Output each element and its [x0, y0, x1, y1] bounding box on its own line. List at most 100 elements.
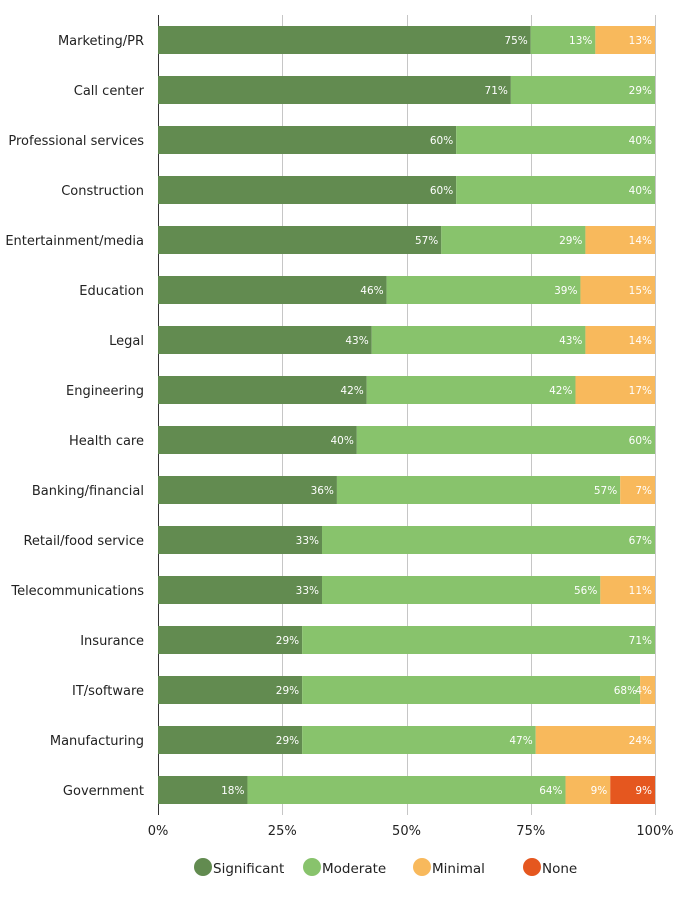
bar-segment-moderate — [441, 226, 586, 254]
data-label: 39% — [554, 285, 577, 297]
data-label: 71% — [629, 635, 652, 647]
legend-swatch-icon — [303, 858, 321, 876]
data-label: 36% — [311, 485, 334, 497]
data-label: 29% — [559, 235, 582, 247]
category-label: Marketing/PR — [58, 34, 144, 49]
bar-segment-minimal — [600, 576, 655, 604]
legend-label: None — [542, 861, 577, 877]
bar-segment-moderate — [302, 676, 641, 704]
bar-segment-significant — [158, 426, 357, 454]
data-label: 57% — [594, 485, 617, 497]
data-label: 9% — [591, 785, 608, 797]
legend-swatch-icon — [413, 858, 431, 876]
bar-row-banking-financial: 36% 57% 7% — [158, 476, 655, 504]
category-label: Manufacturing — [50, 734, 144, 749]
bar-segment-significant — [158, 776, 248, 804]
data-label: 43% — [559, 335, 582, 347]
data-label: 17% — [629, 385, 652, 397]
bar-segment-significant — [158, 176, 457, 204]
bar-segment-moderate — [366, 376, 576, 404]
data-label: 11% — [629, 585, 652, 597]
bar-segment-minimal — [565, 776, 611, 804]
bar-row-engineering: 42% 42% 17% — [158, 376, 655, 404]
bar-row-it-software: 29% 68%4% — [158, 676, 655, 704]
bar-segment-moderate — [247, 776, 566, 804]
bar-segment-significant — [158, 376, 367, 404]
bar-segment-minimal — [580, 276, 655, 304]
x-tick-label: 100% — [636, 824, 673, 839]
bar-row-manufacturing: 29% 47% 24% — [158, 726, 655, 754]
data-label: 42% — [549, 385, 572, 397]
bar-segment-moderate — [336, 476, 621, 504]
data-label: 29% — [629, 85, 652, 97]
bar-segment-significant — [158, 726, 303, 754]
bar-row-education: 46% 39% 15% — [158, 276, 655, 304]
data-label: 43% — [345, 335, 368, 347]
category-label: Engineering — [66, 384, 144, 399]
data-label: 15% — [629, 285, 652, 297]
data-label: 40% — [330, 435, 353, 447]
legend-label: Significant — [213, 861, 284, 877]
bar-segment-significant — [158, 326, 372, 354]
category-label: Government — [63, 784, 144, 799]
data-label: 40% — [629, 185, 652, 197]
legend-item-minimal: Minimal — [413, 858, 485, 877]
bar-segment-minimal — [640, 676, 655, 704]
category-label: Entertainment/media — [5, 234, 144, 249]
bar-segment-moderate — [386, 276, 581, 304]
legend-swatch-icon — [194, 858, 212, 876]
data-label: 4% — [635, 685, 652, 697]
data-label: 40% — [629, 135, 652, 147]
data-label: 29% — [276, 685, 299, 697]
data-label: 60% — [430, 135, 453, 147]
data-label: 14% — [629, 335, 652, 347]
data-label: 14% — [629, 235, 652, 247]
bar-segment-moderate — [302, 626, 655, 654]
x-tick-label: 75% — [516, 824, 545, 839]
data-label: 67% — [629, 535, 652, 547]
data-label: 18% — [221, 785, 244, 797]
data-label: 13% — [629, 35, 652, 47]
x-axis-ticks: 0% 25% 50% 75% 100% — [148, 824, 674, 839]
bar-row-health-care: 40% 60% — [158, 426, 655, 454]
legend-label: Minimal — [432, 861, 485, 877]
bar-segment-minimal — [595, 26, 655, 54]
bar-segment-moderate — [510, 76, 655, 104]
bar-segment-significant — [158, 576, 323, 604]
legend-label: Moderate — [322, 861, 386, 877]
bar-segment-minimal — [535, 726, 655, 754]
x-tick-label: 0% — [148, 824, 169, 839]
category-label: Retail/food service — [23, 534, 144, 549]
bar-row-retail-food-service: 33% 67% — [158, 526, 655, 554]
bar-row-government: 18% 64% 9% 9% — [158, 776, 655, 804]
category-label: Call center — [74, 84, 145, 99]
data-label: 60% — [430, 185, 453, 197]
data-label: 13% — [569, 35, 592, 47]
category-label: Insurance — [80, 634, 144, 649]
category-label: Professional services — [8, 134, 144, 149]
data-label: 42% — [340, 385, 363, 397]
data-label: 29% — [276, 735, 299, 747]
category-label: Legal — [109, 334, 144, 349]
category-label: IT/software — [72, 684, 144, 699]
legend-swatch-icon — [523, 858, 541, 876]
bar-segment-none — [610, 776, 655, 804]
bar-segment-moderate — [371, 326, 586, 354]
bar-row-professional-services: 60% 40% — [158, 126, 655, 154]
category-label: Health care — [69, 434, 144, 449]
data-label: 33% — [296, 535, 319, 547]
bar-segment-significant — [158, 626, 303, 654]
legend-item-none: None — [523, 858, 577, 877]
bar-segment-significant — [158, 276, 387, 304]
data-label: 29% — [276, 635, 299, 647]
data-label: 33% — [296, 585, 319, 597]
data-label: 46% — [360, 285, 383, 297]
bar-row-construction: 60% 40% — [158, 176, 655, 204]
bar-segment-significant — [158, 76, 511, 104]
x-tick-label: 50% — [392, 824, 421, 839]
bar-segment-moderate — [322, 526, 655, 554]
bar-segment-moderate — [456, 126, 655, 154]
bar-segment-significant — [158, 526, 323, 554]
data-label: 56% — [574, 585, 597, 597]
bar-segment-significant — [158, 476, 337, 504]
